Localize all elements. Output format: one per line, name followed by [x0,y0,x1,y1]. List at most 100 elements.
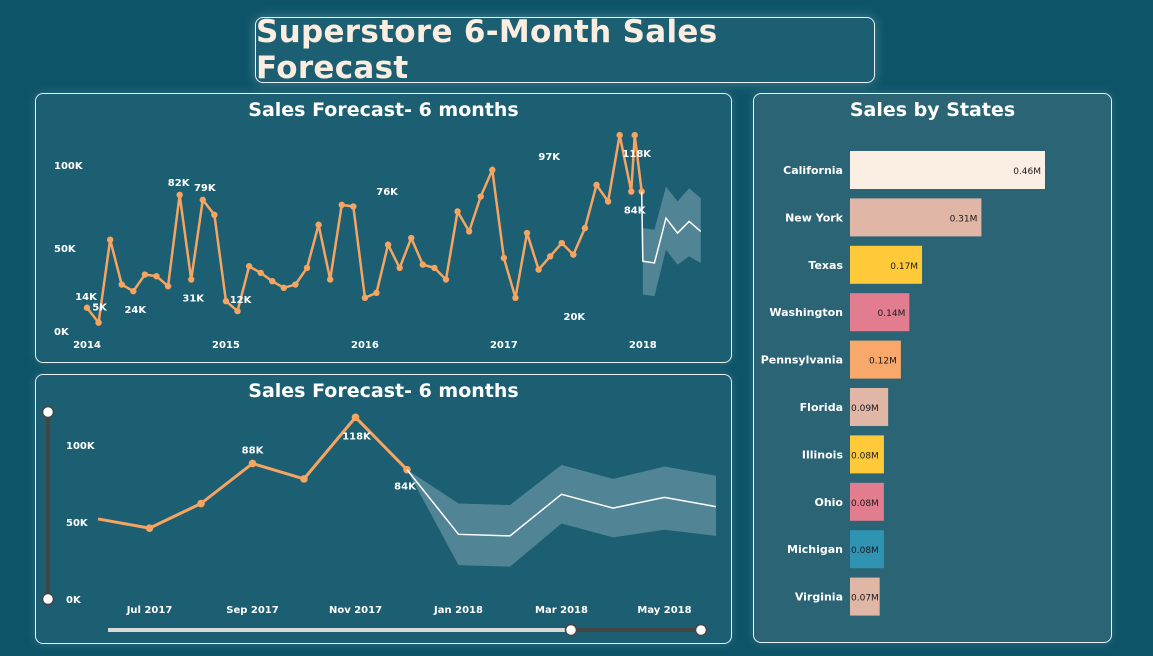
x-tick-label: May 2018 [637,605,691,616]
actual-sales-point[interactable] [188,276,195,283]
data-label: 12K [230,295,253,306]
actual-sales-point[interactable] [315,221,322,228]
state-label: Texas [808,259,843,272]
state-bar[interactable] [850,435,884,474]
actual-sales-point[interactable] [211,211,218,218]
actual-sales-point[interactable] [581,224,589,232]
actual-sales-point[interactable] [593,181,600,189]
y-range-slider-handle-top[interactable] [41,405,55,419]
state-label: Pennsylvania [761,354,843,367]
actual-sales-point[interactable] [234,307,241,315]
x-range-slider-handle-right[interactable] [694,623,708,637]
actual-sales-point[interactable] [631,131,638,139]
state-bar[interactable] [850,245,923,284]
state-value-label: 0.46M [1013,167,1041,177]
actual-sales-point[interactable] [199,196,206,204]
actual-sales-point[interactable] [153,273,160,280]
state-bar[interactable] [850,482,884,521]
actual-sales-point[interactable] [350,203,357,210]
actual-sales-point[interactable] [616,131,623,139]
actual-sales-point[interactable] [351,413,360,422]
state-label: Illinois [802,448,844,461]
actual-sales-point[interactable] [419,261,427,268]
actual-sales-point[interactable] [477,193,484,200]
actual-sales-line [86,134,643,326]
y-tick-label: 0K [66,595,82,606]
actual-sales-point[interactable] [535,266,542,273]
actual-sales-point[interactable] [570,251,577,258]
state-bar[interactable] [850,198,982,237]
forecast-confidence-band [407,465,716,567]
actual-sales-point[interactable] [269,278,276,285]
bottom-forecast-chart[interactable]: 100K 50K 0K Jul 2017 Sep 2017 Nov 2017 Jan 201… [36,375,733,645]
actual-sales-point[interactable] [300,475,308,483]
actual-sales-point[interactable] [197,499,205,508]
actual-sales-point[interactable] [245,263,253,270]
actual-sales-point[interactable] [489,166,496,174]
top-forecast-panel[interactable]: Sales Forecast- 6 months 100K 50K 0K 2014 20… [35,93,732,363]
state-bar[interactable] [850,530,884,569]
actual-sales-point[interactable] [373,289,380,297]
actual-sales-point[interactable] [558,239,565,247]
x-range-slider-handle-left[interactable] [564,623,578,637]
actual-sales-point[interactable] [95,319,102,326]
actual-sales-point[interactable] [164,282,172,290]
forecast-line [406,469,717,537]
actual-sales-point[interactable] [454,208,461,215]
state-bar[interactable] [850,151,1045,189]
x-tick-label: 2014 [73,340,101,351]
actual-sales-point[interactable] [523,229,531,237]
state-bar[interactable] [850,577,880,616]
actual-sales-point[interactable] [512,294,519,301]
y-range-slider-handle-bottom[interactable] [41,592,55,606]
actual-sales-point[interactable] [257,269,264,277]
states-panel[interactable]: Sales by States California 0.46M New York 0… [753,93,1112,643]
actual-sales-point[interactable] [222,297,230,305]
actual-sales-point[interactable] [176,191,183,199]
actual-sales-point[interactable] [303,264,311,272]
state-label: Florida [800,401,843,414]
actual-sales-point[interactable] [361,294,369,301]
bottom-forecast-panel[interactable]: Sales Forecast- 6 months 100K 50K 0K Jul 20… [35,374,732,644]
x-tick-label: Mar 2018 [535,605,588,616]
actual-sales-point[interactable] [442,276,450,283]
actual-sales-point[interactable] [384,241,392,248]
actual-sales-point[interactable] [118,281,125,288]
actual-sales-point[interactable] [326,276,334,283]
actual-sales-point[interactable] [338,201,345,209]
actual-sales-point[interactable] [547,253,554,260]
actual-sales-point[interactable] [141,271,149,278]
state-value-label: 0.09M [851,404,879,414]
actual-sales-point[interactable] [396,264,403,272]
state-value-label: 0.08M [851,499,879,509]
states-bar-chart[interactable]: California 0.46M New York 0.31M Texas 0.17M Wa… [754,94,1113,644]
data-label: 88K [242,445,265,456]
y-tick-label: 100K [66,441,96,452]
actual-sales-point[interactable] [465,228,473,235]
actual-sales-point[interactable] [408,234,415,242]
actual-sales-point[interactable] [83,304,91,311]
actual-sales-point[interactable] [248,459,257,468]
actual-sales-point[interactable] [145,524,154,532]
state-bar[interactable] [850,340,901,379]
actual-sales-point[interactable] [292,281,299,288]
actual-sales-point[interactable] [604,198,612,205]
actual-sales-point[interactable] [431,264,438,272]
actual-sales-point[interactable] [106,236,114,243]
x-tick-label: Sep 2017 [226,605,278,616]
state-bar[interactable] [850,388,889,426]
actual-sales-point[interactable] [130,287,137,295]
dashboard-title-box: Superstore 6-Month Sales Forecast [255,14,875,86]
actual-sales-point[interactable] [280,284,288,292]
top-forecast-title: Sales Forecast- 6 months [248,99,519,121]
data-label: 97K [538,152,561,163]
x-tick-label: 2018 [629,340,657,351]
actual-sales-point[interactable] [500,254,508,262]
state-value-label: 0.12M [869,357,897,367]
data-label: 24K [124,305,147,316]
state-bar[interactable] [850,293,910,332]
actual-sales-point[interactable] [628,188,635,195]
y-tick-label: 50K [54,244,77,255]
data-label: 31K [182,294,205,305]
